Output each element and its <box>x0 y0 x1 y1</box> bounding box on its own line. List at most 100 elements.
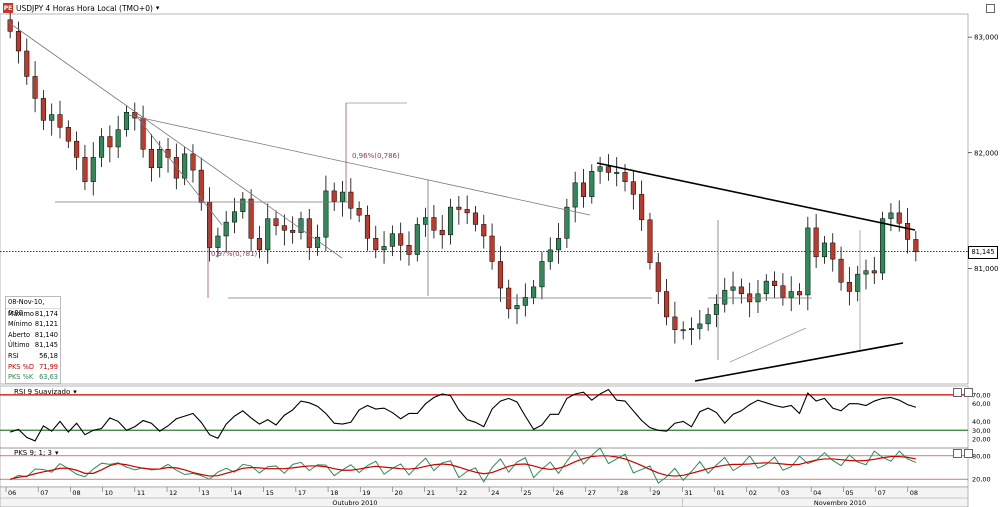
candle-body <box>539 261 545 288</box>
pks-tick-label: 80,00 <box>972 452 991 460</box>
candle-body <box>331 190 337 202</box>
candle-body <box>306 218 312 248</box>
candle-body <box>265 218 271 251</box>
candle-body <box>231 211 238 223</box>
candle-body <box>531 286 537 298</box>
candle-body <box>373 238 379 251</box>
trendline-drawings <box>7 21 916 382</box>
candle-body <box>647 219 653 263</box>
rsi-dropdown-icon[interactable]: ▾ <box>73 388 77 396</box>
time-tick-label: 14 <box>233 489 241 497</box>
time-tick-label: 25 <box>523 489 531 497</box>
last-price-tag: 81,145 <box>968 245 998 259</box>
candle-body <box>514 305 520 310</box>
time-tick-label: 08 <box>910 489 918 497</box>
candle-body <box>173 157 179 179</box>
rsi-maximize-icon[interactable] <box>953 388 962 397</box>
candle-body <box>298 218 304 233</box>
candle-body <box>738 286 744 295</box>
candle-body <box>713 303 719 315</box>
time-axis: 06 07 08 10 11 12 13 14 15 17 18 19 20 21 22 24 25 26 27 28… <box>0 486 969 507</box>
rsi-close-icon[interactable] <box>964 388 973 397</box>
candle-body <box>65 127 71 142</box>
candle-body <box>215 235 221 248</box>
candle-body <box>913 239 919 252</box>
pks-panel-header: PKS 9; 1; 3 ▾ <box>14 449 59 457</box>
time-tick-label: 05 <box>845 489 853 497</box>
candle-body <box>190 153 196 171</box>
candle-body <box>281 225 287 231</box>
candle-body <box>630 181 636 195</box>
candle-body <box>32 76 38 99</box>
candle-body <box>672 316 678 330</box>
candle-body <box>148 149 154 169</box>
candle-body <box>82 157 88 182</box>
candle-body <box>15 31 21 52</box>
data-window-row: Último 81,145 <box>8 341 58 350</box>
candle-body <box>605 166 611 173</box>
candle-body <box>805 227 811 296</box>
candle-body <box>855 273 861 292</box>
candle-body <box>423 217 429 225</box>
price-panel-close-icon[interactable] <box>986 4 995 13</box>
candle-body <box>248 198 254 239</box>
candle-body <box>497 261 503 289</box>
title-dropdown-icon[interactable]: ▾ <box>155 4 160 12</box>
candle-body <box>705 314 711 325</box>
candle-body <box>564 206 570 239</box>
candle-body <box>589 171 595 197</box>
candle-body <box>389 233 395 247</box>
rsi-tick-label: 40,00 <box>972 418 991 426</box>
pks-tick-label: 20,00 <box>972 476 991 484</box>
candle-body <box>522 297 528 306</box>
time-tick-label: 20 <box>394 489 402 497</box>
candle-body <box>730 286 736 291</box>
data-window-row: Aberto 81,140 <box>8 330 58 339</box>
pks-k-line <box>9 447 917 484</box>
candle-body <box>489 235 495 262</box>
candle-body <box>406 245 412 255</box>
grid <box>0 13 969 385</box>
candle-body <box>830 242 836 260</box>
trendline-steep <box>137 117 223 226</box>
time-tick-label: 08 <box>72 489 80 497</box>
time-tick-label: 03 <box>781 489 789 497</box>
price-tick-label: 83,000 <box>974 34 999 42</box>
price-tick-label: 81,000 <box>974 265 999 273</box>
triangle-lower-line <box>694 342 904 382</box>
candle-body <box>614 172 620 174</box>
candle-body <box>49 114 55 121</box>
candle-body <box>597 166 603 172</box>
candle-body <box>439 229 445 236</box>
candle-body <box>680 329 686 332</box>
candle-body <box>763 280 769 295</box>
candle-body <box>348 191 354 209</box>
time-tick-label: 15 <box>266 489 274 497</box>
pks-dropdown-icon[interactable]: ▾ <box>55 449 59 457</box>
time-tick-label: 06 <box>8 489 16 497</box>
data-window-date: 08-Nov-10, 0:00 <box>6 297 60 317</box>
data-window-row: Máximo 81,174 <box>8 309 58 318</box>
candle-body <box>290 229 296 233</box>
time-tick-label: 07 <box>40 489 48 497</box>
time-tick-label: 02 <box>749 489 757 497</box>
candle-body <box>664 291 670 318</box>
candle-body <box>905 223 911 240</box>
time-tick-label: 22 <box>459 489 467 497</box>
candle-body <box>622 172 628 182</box>
time-tick-label: 18 <box>330 489 338 497</box>
candle-body <box>339 191 346 202</box>
month-label: Outubro 2010 <box>332 499 377 507</box>
app-logo-icon: PE <box>3 3 13 13</box>
pks-close-icon[interactable] <box>964 449 973 458</box>
pks-d-line <box>10 455 916 480</box>
pks-maximize-icon[interactable] <box>953 449 962 458</box>
candle-body <box>323 190 329 238</box>
candle-body <box>132 112 138 119</box>
time-tick-label: 28 <box>620 489 628 497</box>
rsi-tick-label: 70,00 <box>972 391 991 399</box>
candle-body <box>273 218 279 226</box>
time-tick-label: 07 <box>878 489 886 497</box>
data-window-row-pks-d: PKS %D 71,99 <box>8 362 58 371</box>
